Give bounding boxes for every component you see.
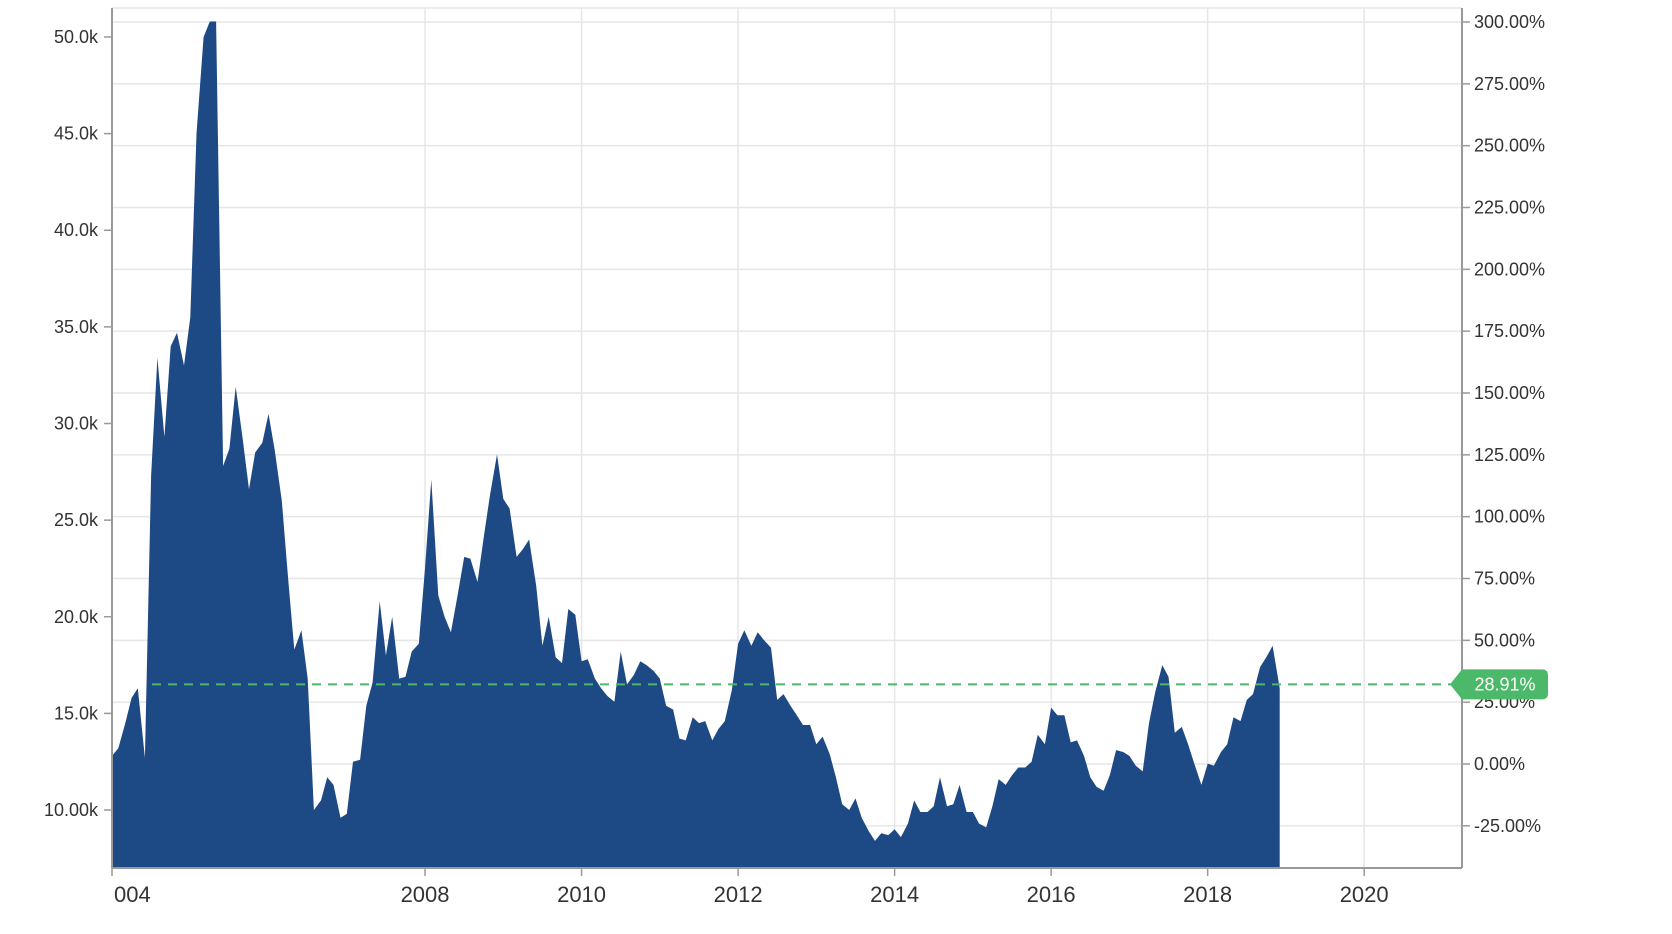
left-tick-label: 20.0k xyxy=(54,607,99,627)
current-value-badge-shape xyxy=(1450,669,1548,700)
right-tick-label: 150.00% xyxy=(1474,383,1545,403)
right-tick-label: 75.00% xyxy=(1474,569,1535,589)
right-tick-label: 125.00% xyxy=(1474,445,1545,465)
area-series xyxy=(112,21,1280,868)
left-tick-label: 30.0k xyxy=(54,414,99,434)
x-tick-label: 2018 xyxy=(1183,882,1232,907)
x-tick-label: 2020 xyxy=(1340,882,1389,907)
right-tick-label: 100.00% xyxy=(1474,507,1545,527)
left-tick-label: 35.0k xyxy=(54,317,99,337)
current-value-badge: 28.91% xyxy=(1450,669,1548,700)
x-tick-label: 2008 xyxy=(401,882,450,907)
x-axis-ticks: 004 2008 2010 2012 2014 2016 2018 2020 xyxy=(111,868,1389,907)
right-tick-label: 250.00% xyxy=(1474,136,1545,156)
left-tick-label: 50.0k xyxy=(54,27,99,47)
current-value-badge-label: 28.91% xyxy=(1474,674,1535,694)
x-tick-label: 2016 xyxy=(1027,882,1076,907)
right-tick-label: 50.00% xyxy=(1474,630,1535,650)
x-tick-label: 2012 xyxy=(714,882,763,907)
left-tick-label: 45.0k xyxy=(54,124,99,144)
left-tick-label: 40.0k xyxy=(54,220,99,240)
right-tick-label: 0.00% xyxy=(1474,754,1525,774)
right-y-axis-ticks: -25.00%0.00%25.00%50.00%75.00%100.00%125… xyxy=(1462,12,1545,836)
axes xyxy=(111,8,1463,869)
right-tick-label: 225.00% xyxy=(1474,198,1545,218)
right-tick-label: 175.00% xyxy=(1474,321,1545,341)
left-tick-label: 25.0k xyxy=(54,510,99,530)
left-tick-label: 15.0k xyxy=(54,703,99,723)
x-tick-label: 004 xyxy=(114,882,151,907)
right-tick-label: 200.00% xyxy=(1474,259,1545,279)
right-tick-label: -25.00% xyxy=(1474,816,1541,836)
right-tick-label: 275.00% xyxy=(1474,74,1545,94)
left-y-axis-ticks: 10.00k 15.0k 20.0k 25.0k 30.0k 35.0k 40.0k 45.0… xyxy=(44,27,112,820)
left-tick-label: 10.00k xyxy=(44,800,99,820)
x-tick-label: 2014 xyxy=(870,882,919,907)
right-tick-label: 300.00% xyxy=(1474,12,1545,32)
x-tick-label: 2010 xyxy=(557,882,606,907)
grid-lines xyxy=(111,7,1462,868)
area-fill xyxy=(112,21,1280,868)
